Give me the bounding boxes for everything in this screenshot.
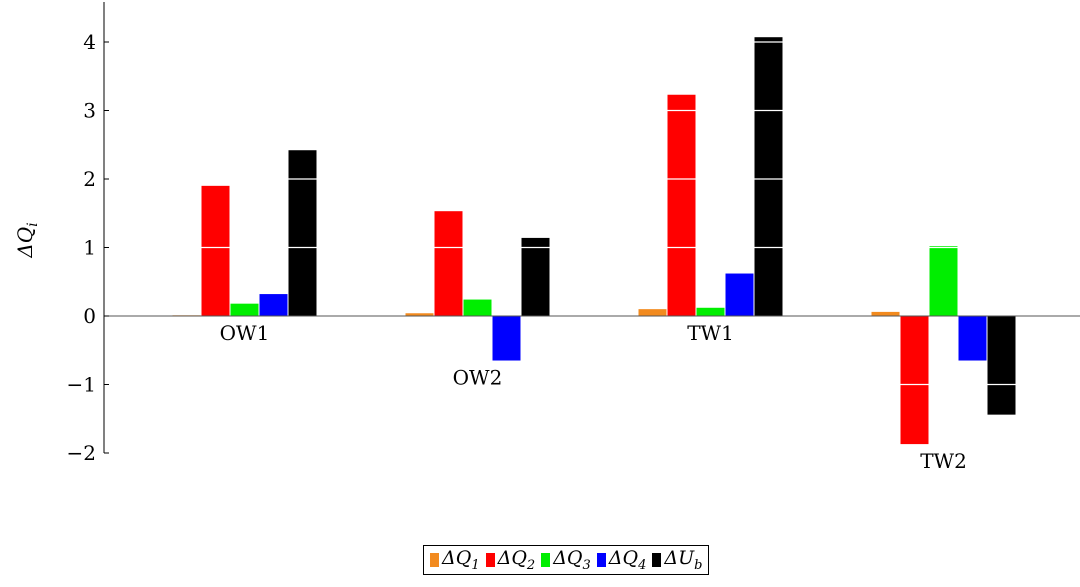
y-tick-label: 4 <box>83 30 96 54</box>
legend-label: ΔUb <box>664 547 703 573</box>
legend-item-3: ΔQ3 <box>541 547 591 573</box>
legend-swatch <box>596 553 606 567</box>
category-label-ow1: OW1 <box>220 321 270 345</box>
bar-ow1-series-5 <box>288 150 317 316</box>
legend-label: ΔQ2 <box>497 547 536 573</box>
axes <box>103 2 1080 453</box>
bar-ow2-series-2 <box>434 211 463 316</box>
bar-tw1-series-5 <box>754 37 783 317</box>
bar-tw2-series-3 <box>929 246 958 316</box>
category-label-tw2: TW2 <box>920 449 967 473</box>
legend-item-5: ΔUb <box>652 547 702 573</box>
legend-item-2: ΔQ2 <box>485 547 536 573</box>
legend-item-1: ΔQ1 <box>430 547 480 573</box>
category-label-ow2: OW2 <box>453 366 503 390</box>
y-tick-label: 3 <box>83 99 96 123</box>
y-tick-label: 2 <box>83 167 96 191</box>
bar-ow1-series-3 <box>230 303 259 316</box>
legend-swatch <box>430 553 439 567</box>
legend-label: ΔQ3 <box>553 547 591 573</box>
legend-swatch <box>541 553 551 567</box>
legend-item-4: ΔQ4 <box>596 547 647 573</box>
category-labels: OW1 OW2 TW1 TW2 <box>220 321 967 473</box>
bars <box>172 37 1016 445</box>
bar-tw2-series-1 <box>871 311 900 316</box>
y-tick-label: 1 <box>83 236 96 260</box>
bar-ow2-series-4 <box>492 316 521 361</box>
bar-ow1-series-4 <box>259 294 288 316</box>
bar-ow2-series-5 <box>521 237 550 316</box>
legend: ΔQ1 ΔQ2 ΔQ3 ΔQ4 ΔUb <box>423 545 710 575</box>
bar-ow2-series-3 <box>463 299 492 316</box>
legend-label: ΔQ1 <box>442 547 480 573</box>
y-axis-label: ΔQi <box>13 222 41 258</box>
y-tick-label: 0 <box>83 304 96 328</box>
bar-ow2-series-1 <box>405 313 434 316</box>
legend-swatch <box>485 553 495 567</box>
bar-tw1-series-4 <box>725 273 754 316</box>
legend-label: ΔQ4 <box>608 547 647 573</box>
bar-tw2-series-4 <box>958 316 987 361</box>
y-ticks: −2 −1 0 1 2 3 4 <box>67 30 109 465</box>
bar-tw1-series-1 <box>638 309 667 316</box>
y-tick-label: −2 <box>67 441 96 465</box>
legend-swatch <box>652 553 662 567</box>
bar-tw1-series-2 <box>667 94 696 317</box>
y-tick-label: −1 <box>67 373 96 397</box>
category-label-tw1: TW1 <box>687 321 734 345</box>
bar-ow1-series-2 <box>201 185 230 316</box>
bar-tw1-series-3 <box>696 307 725 316</box>
bar-tw2-series-5 <box>987 316 1016 415</box>
bar-tw2-series-2 <box>900 316 929 445</box>
